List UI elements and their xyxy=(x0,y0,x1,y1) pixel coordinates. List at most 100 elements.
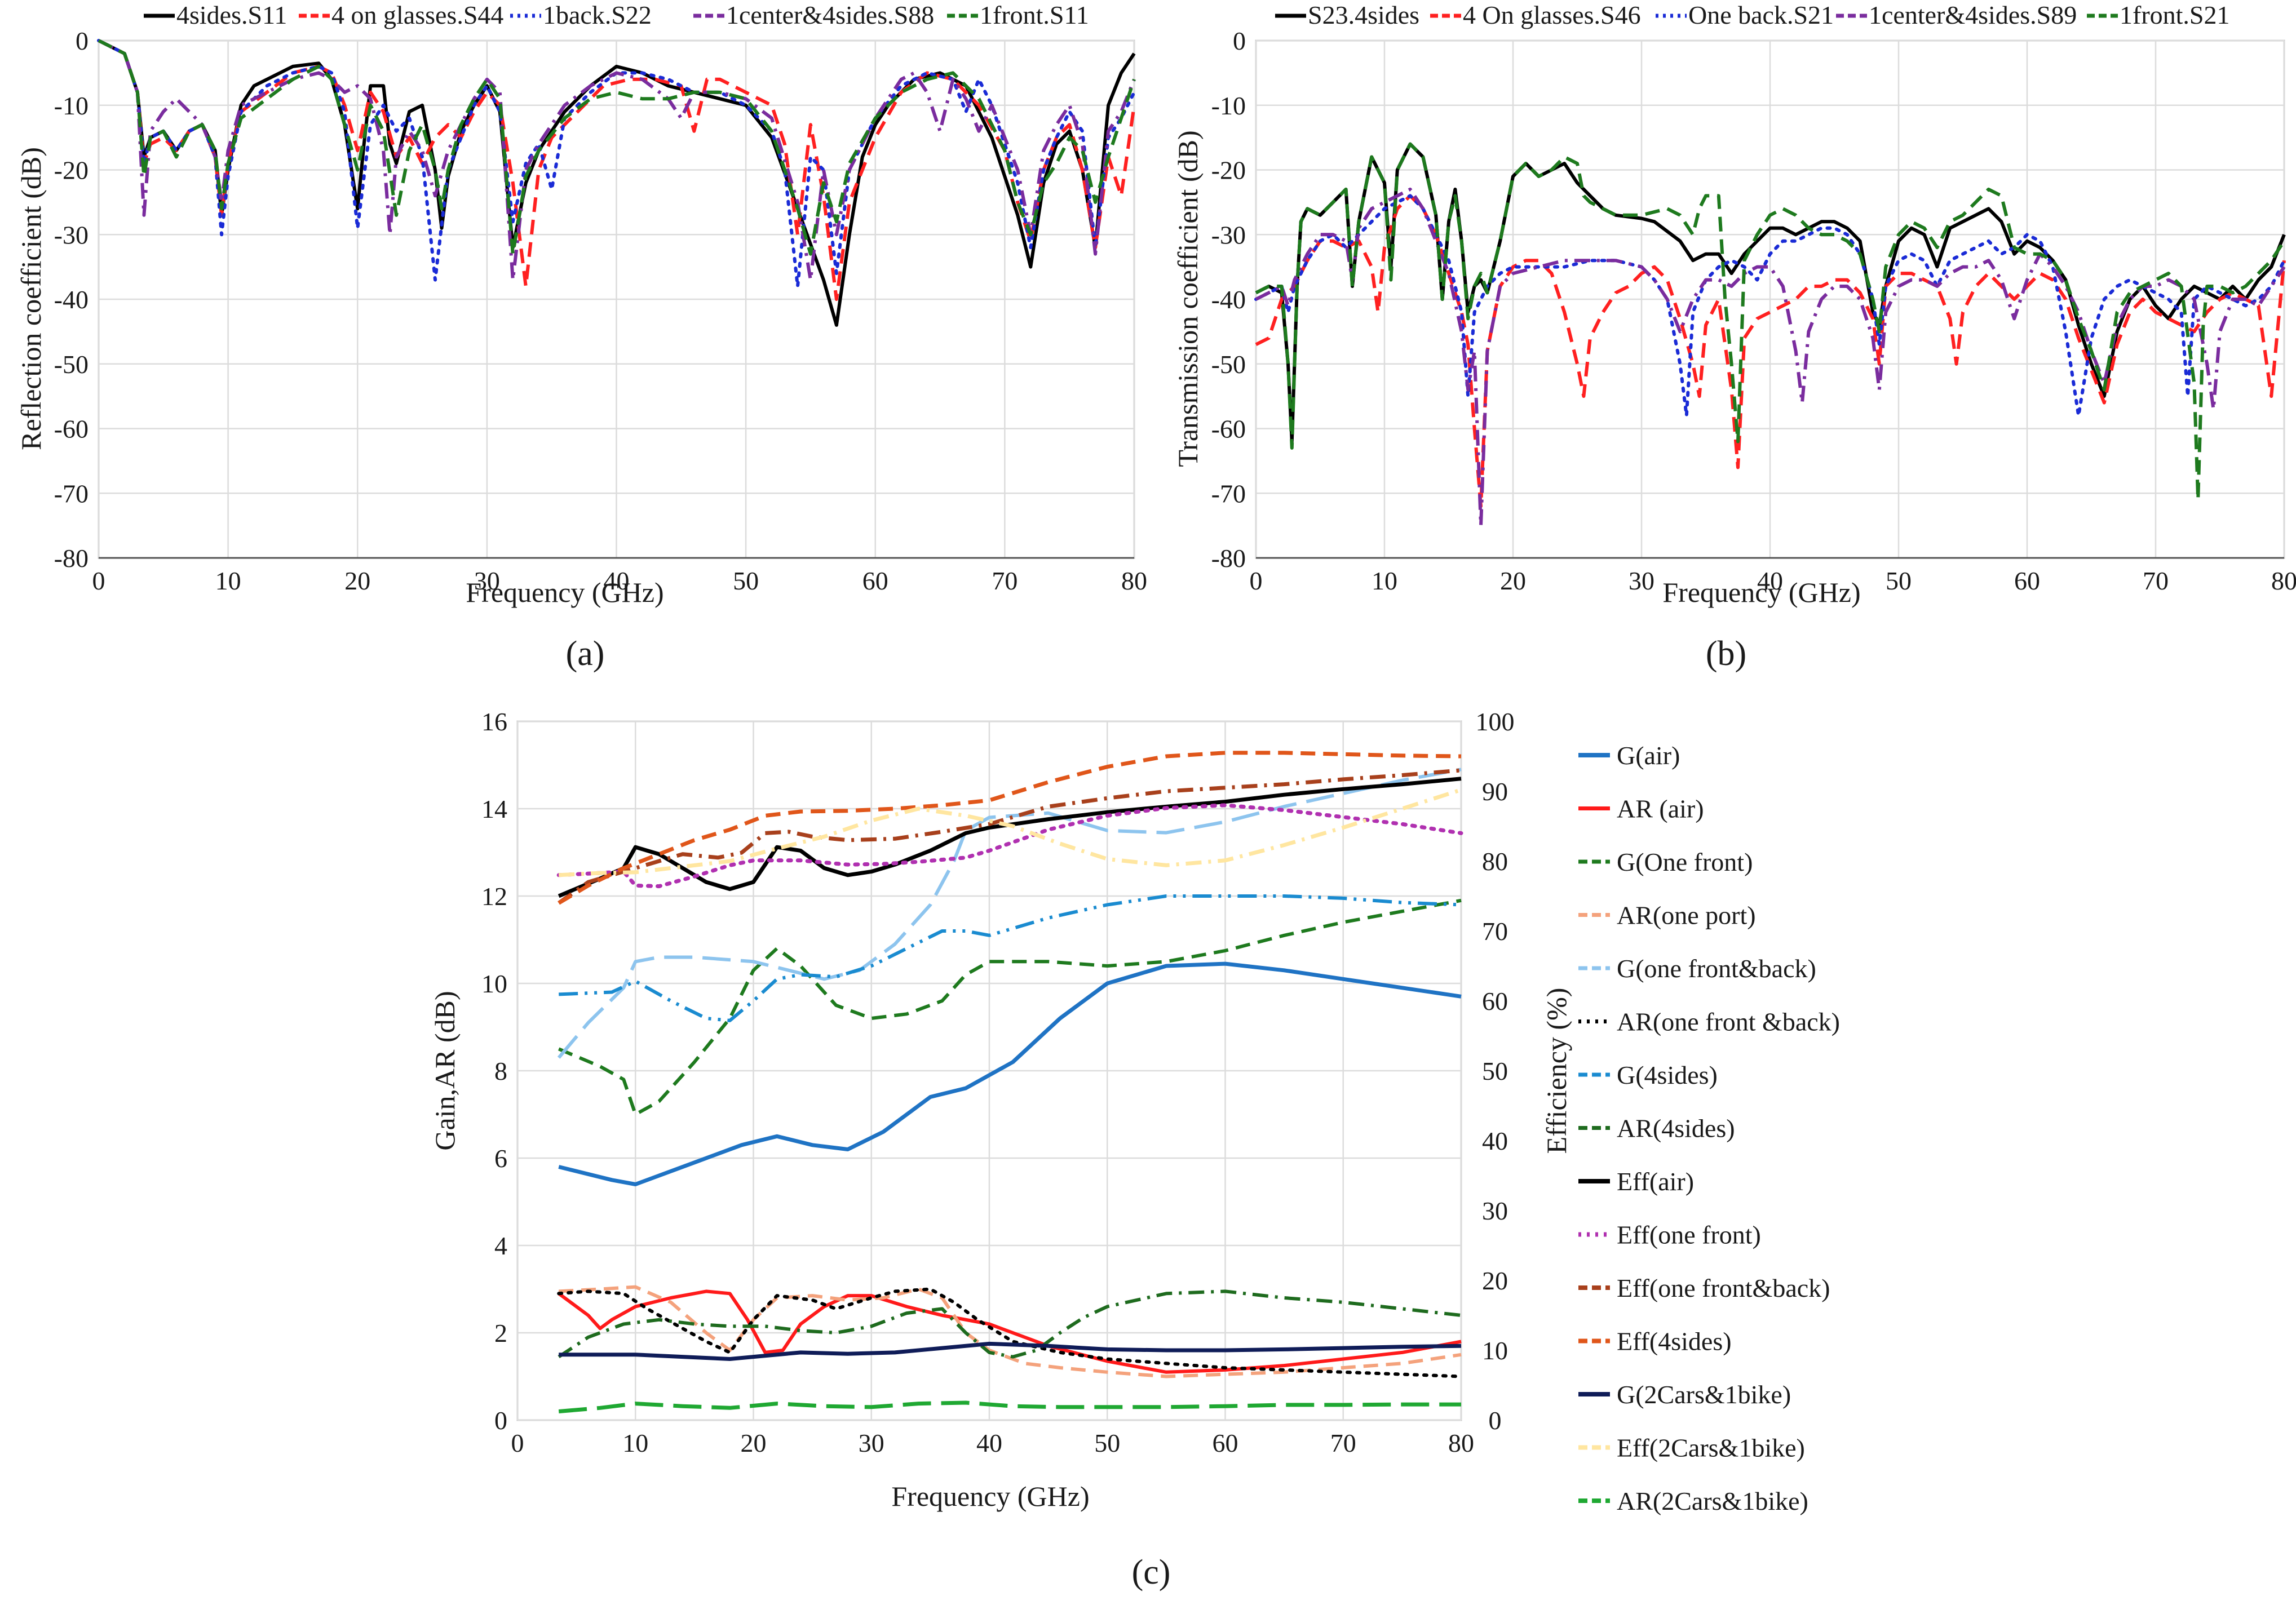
chart-c-y2tick-label: 40 xyxy=(1482,1127,1508,1155)
chart-c-ytick-label: 12 xyxy=(481,882,507,911)
chart-b-legend: S23.4sides 4 On glasses.S46 One back.S21 1c… xyxy=(1275,1,2230,29)
chart-c-series-line xyxy=(558,751,1462,905)
chart-c-y2label: Efficiency (%) xyxy=(1541,988,1572,1154)
chart-b-ticks: 0 10 20 30 40 50 60 70 80 0 -10 -20 -30 -40 -50 -60 -70 -… xyxy=(1211,26,2296,595)
chart-b-xtick-label: 40 xyxy=(1757,566,1783,595)
chart-b-ytick-label: -50 xyxy=(1211,350,1246,379)
chart-a-legend-label: 1center&4sides.S88 xyxy=(726,1,934,29)
chart-c-series-line xyxy=(558,768,1462,905)
chart-c-legend-label: Eff(one front&back) xyxy=(1617,1274,1830,1302)
chart-a-ytick-label: -10 xyxy=(54,91,89,120)
chart-c-ytick-label: 16 xyxy=(481,707,507,736)
chart-c-ticks: 0 10 20 30 40 50 60 70 80 0 2 4 6 8 10 12 14 16 0 10 20 30 40 5… xyxy=(481,707,1515,1457)
chart-c-xtick-label: 40 xyxy=(976,1429,1002,1457)
chart-c-series-line xyxy=(558,777,1462,898)
chart-c-legend: G(air) AR (air) G(One front) AR(one port) G(… xyxy=(1578,741,1840,1515)
chart-b-series-line xyxy=(1255,194,2286,508)
chart-a-ytick-label: -80 xyxy=(54,544,89,573)
chart-a-xtick-label: 80 xyxy=(1121,566,1147,595)
chart-b-xtick-label: 60 xyxy=(2014,566,2040,595)
chart-a-series-line xyxy=(97,39,1136,288)
chart-b-series-line xyxy=(1255,142,2286,502)
chart-b-ytick-label: 0 xyxy=(1233,26,1246,55)
chart-c-legend-label: Eff(2Cars&1bike) xyxy=(1617,1434,1805,1462)
chart-c-series-line xyxy=(559,894,1462,1022)
chart-a-legend: 4sides.S11 4 on glasses.S44 1back.S22 1cent… xyxy=(144,1,1089,29)
chart-b-ytick-label: -30 xyxy=(1211,220,1246,249)
chart-b-xtick-label: 50 xyxy=(1886,566,1912,595)
chart-c-xlabel: Frequency (GHz) xyxy=(891,1480,1089,1512)
chart-c-legend-label: Eff(one front) xyxy=(1617,1221,1761,1249)
panel-label-c: (c) xyxy=(1132,1553,1171,1591)
chart-c-xtick-label: 70 xyxy=(1330,1429,1356,1457)
chart-b-ytick-label: -80 xyxy=(1211,544,1246,573)
chart-a-xtick-label: 70 xyxy=(992,566,1018,595)
chart-b-xtick-label: 30 xyxy=(1629,566,1654,595)
chart-b: S23.4sides 4 On glasses.S46 One back.S21 1c… xyxy=(1172,1,2296,673)
chart-b-ytick-label: -70 xyxy=(1211,479,1246,508)
chart-a-series-line xyxy=(98,39,1136,282)
chart-c-legend-label: AR (air) xyxy=(1617,795,1704,823)
chart-c-grid xyxy=(516,720,1462,1421)
chart-c-ytick-label: 6 xyxy=(494,1144,507,1173)
chart-a-xtick-label: 50 xyxy=(733,566,759,595)
chart-c-y2tick-label: 100 xyxy=(1476,707,1515,736)
chart-b-xtick-label: 0 xyxy=(1250,566,1263,595)
chart-c-legend-label: G(One front) xyxy=(1617,848,1753,876)
chart-a-ytick-label: -20 xyxy=(54,156,89,185)
chart-c-legend-label: AR(4sides) xyxy=(1617,1114,1735,1143)
chart-b-ytick-label: -40 xyxy=(1211,285,1246,314)
chart-c-y2tick-label: 80 xyxy=(1482,847,1508,876)
chart-a-ytick-label: -60 xyxy=(54,415,89,444)
panel-label-b: (b) xyxy=(1706,635,1746,673)
chart-c-xtick-label: 80 xyxy=(1448,1429,1474,1457)
chart-b-legend-label: 4 On glasses.S46 xyxy=(1463,1,1641,29)
chart-a-xtick-label: 40 xyxy=(604,566,630,595)
chart-c-xtick-label: 0 xyxy=(511,1429,524,1457)
chart-a-series-line xyxy=(98,39,1136,301)
chart-c-ylabel: Gain,AR (dB) xyxy=(429,991,461,1150)
chart-a-ytick-label: -50 xyxy=(54,350,89,379)
chart-c-y2tick-label: 10 xyxy=(1482,1336,1508,1365)
chart-a-legend-label: 1front.S11 xyxy=(980,1,1089,29)
chart-a-series-line xyxy=(98,39,1136,256)
chart-c-series-line xyxy=(558,1400,1461,1413)
chart-c-series-line xyxy=(559,788,1462,877)
chart-b-legend-label: 1center&4sides.S89 xyxy=(1869,1,2077,29)
chart-c: 0 10 20 30 40 50 60 70 80 0 2 4 6 8 10 12 14 16 0 10 20 30 40 5… xyxy=(429,707,1840,1591)
chart-c-ytick-label: 2 xyxy=(494,1319,507,1347)
chart-a-legend-label: 4sides.S11 xyxy=(176,1,287,29)
chart-a-ticks: 0 10 20 30 40 50 60 70 80 0 -10 -20 -30 -40 -50 -60 -70 -… xyxy=(54,26,1147,595)
chart-a: 4sides.S11 4 on glasses.S44 1back.S22 1cent… xyxy=(15,1,1147,673)
chart-a-xtick-label: 20 xyxy=(344,566,370,595)
chart-c-xtick-label: 30 xyxy=(859,1429,884,1457)
chart-c-ytick-label: 14 xyxy=(481,795,507,823)
chart-b-legend-label: 1front.S21 xyxy=(2120,1,2230,29)
chart-c-legend-label: AR(one front &back) xyxy=(1617,1008,1840,1036)
chart-c-legend-label: G(air) xyxy=(1617,741,1680,770)
chart-a-ytick-label: -40 xyxy=(54,285,89,314)
chart-c-ytick-label: 8 xyxy=(494,1057,507,1085)
chart-c-series-line xyxy=(557,1287,1463,1378)
chart-b-xtick-label: 10 xyxy=(1372,566,1397,595)
chart-b-ylabel: Transmission coefficient (dB) xyxy=(1172,130,1204,467)
chart-b-xtick-label: 20 xyxy=(1500,566,1526,595)
chart-c-legend-label: AR(one port) xyxy=(1617,901,1756,930)
chart-c-legend-label: G(4sides) xyxy=(1617,1061,1718,1089)
chart-c-y2tick-label: 20 xyxy=(1482,1266,1508,1295)
chart-c-series xyxy=(556,751,1463,1413)
chart-a-series xyxy=(97,39,1136,327)
chart-a-legend-label: 1back.S22 xyxy=(543,1,652,29)
chart-c-xtick-label: 50 xyxy=(1094,1429,1120,1457)
chart-b-legend-label: One back.S21 xyxy=(1688,1,1834,29)
chart-c-y2tick-label: 50 xyxy=(1482,1057,1508,1085)
chart-c-legend-label: Eff(air) xyxy=(1617,1167,1694,1196)
chart-b-ytick-label: -20 xyxy=(1211,156,1246,185)
chart-a-ylabel: Reflection coefficient (dB) xyxy=(15,147,47,450)
chart-c-y2tick-label: 30 xyxy=(1482,1196,1508,1225)
chart-b-series-line xyxy=(1255,187,2286,527)
chart-c-series-line xyxy=(558,961,1462,1186)
chart-b-legend-label: S23.4sides xyxy=(1308,1,1419,29)
chart-c-y2tick-label: 60 xyxy=(1482,987,1508,1016)
